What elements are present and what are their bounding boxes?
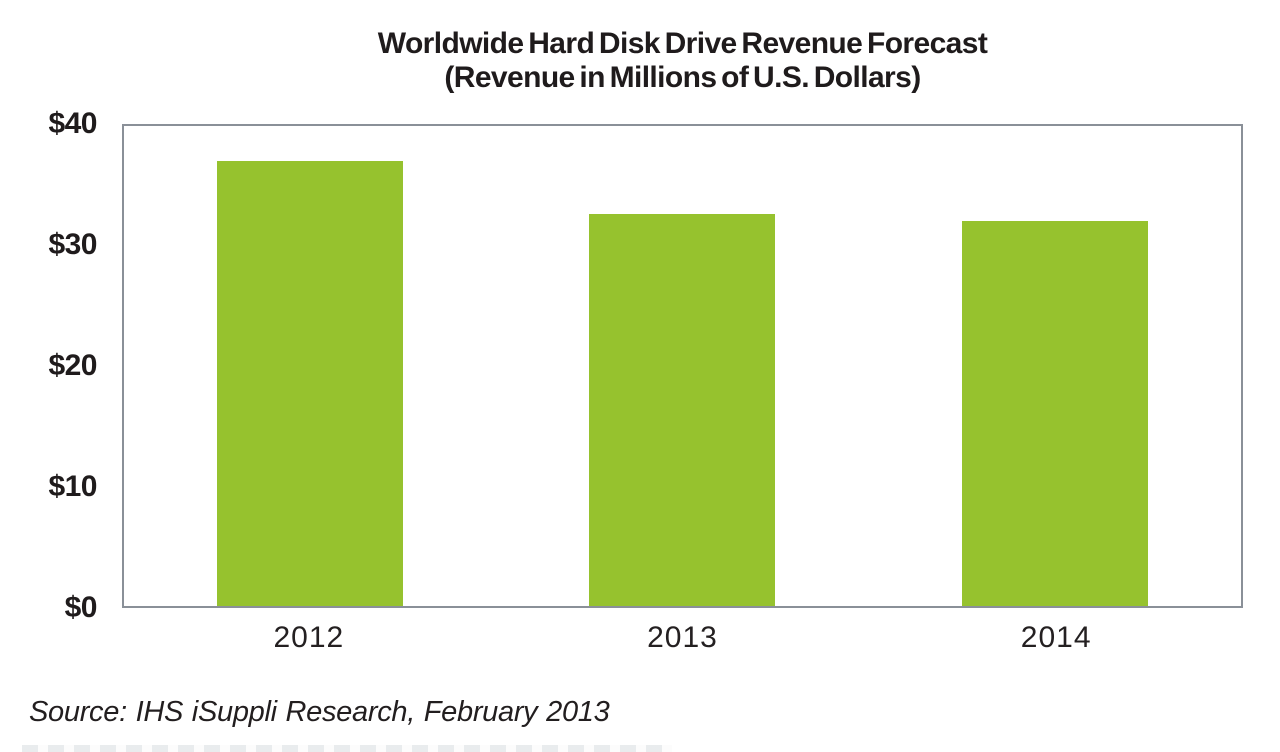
plot-area: [122, 124, 1243, 608]
y-axis-tick-label-10: $10: [48, 470, 97, 503]
x-axis: 2012 2013 2014: [122, 621, 1243, 655]
y-axis-tick-label-30: $30: [48, 228, 97, 261]
y-axis-tick-label-40: $40: [48, 107, 97, 140]
y-axis: $40 $30 $20 $10 $0: [0, 109, 97, 623]
x-axis-label-2014: 2014: [1020, 621, 1092, 654]
y-axis-tick-label-20: $20: [48, 349, 97, 382]
cropped-dashed-line: [22, 745, 672, 752]
source-note: Source: IHS iSuppli Research, February 2…: [29, 696, 610, 728]
bar-2012: [217, 160, 404, 606]
chart-title-line2: (Revenue in Millions of U.S. Dollars): [444, 61, 921, 94]
bar-2013: [589, 213, 776, 606]
x-axis-label-2012: 2012: [273, 621, 345, 654]
bar-2014: [961, 220, 1148, 606]
chart-title: Worldwide Hard Disk Drive Revenue Foreca…: [122, 27, 1243, 95]
chart-title-line1: Worldwide Hard Disk Drive Revenue Foreca…: [377, 27, 988, 60]
x-axis-label-2013: 2013: [647, 621, 718, 654]
y-axis-tick-label-0: $0: [64, 591, 98, 624]
